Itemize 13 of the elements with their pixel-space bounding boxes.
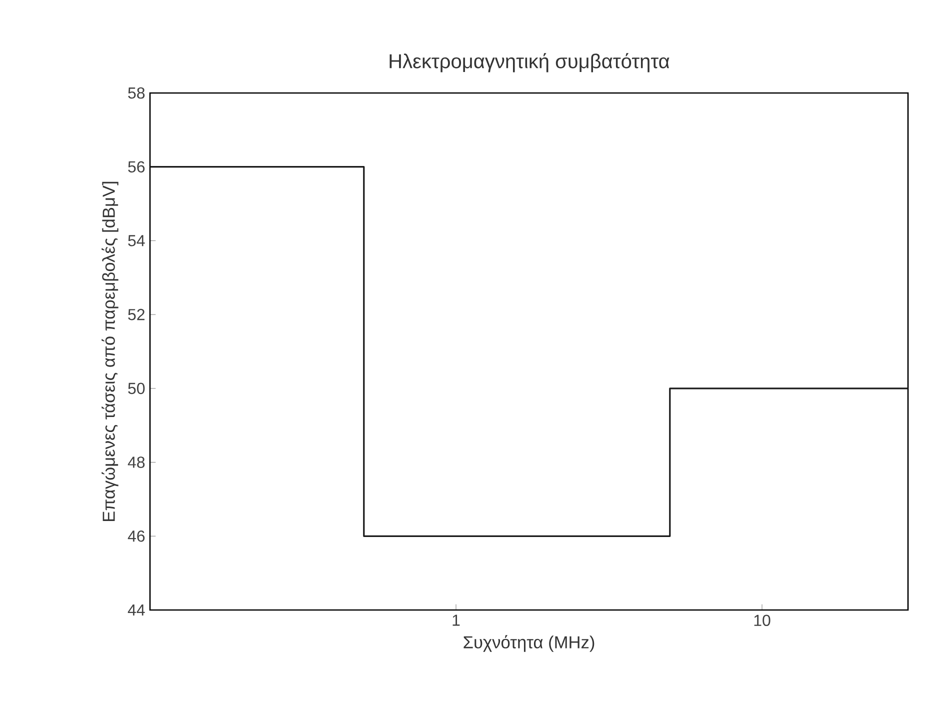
y-tick-label: 46 [128, 530, 145, 542]
y-tick-label: 56 [128, 161, 145, 173]
chart-title: Ηλεκτρομαγνητική συμβατότητα [390, 53, 670, 72]
x-tick-label: 10 [754, 614, 770, 626]
x-tick-label: 1 [452, 614, 460, 626]
y-tick-label: 48 [128, 456, 145, 468]
y-tick-label: 50 [128, 382, 145, 394]
x-axis-title: Συχνότητα (MHz) [464, 635, 594, 652]
y-tick-label: 58 [128, 87, 145, 99]
y-tick-label: 54 [128, 235, 145, 246]
y-tick-label: 52 [128, 308, 144, 320]
y-tick-label: 44 [128, 604, 145, 616]
y-axis-title: Επαγώμενες τάσεις από παρεμβολές [dBμV] [102, 182, 118, 521]
